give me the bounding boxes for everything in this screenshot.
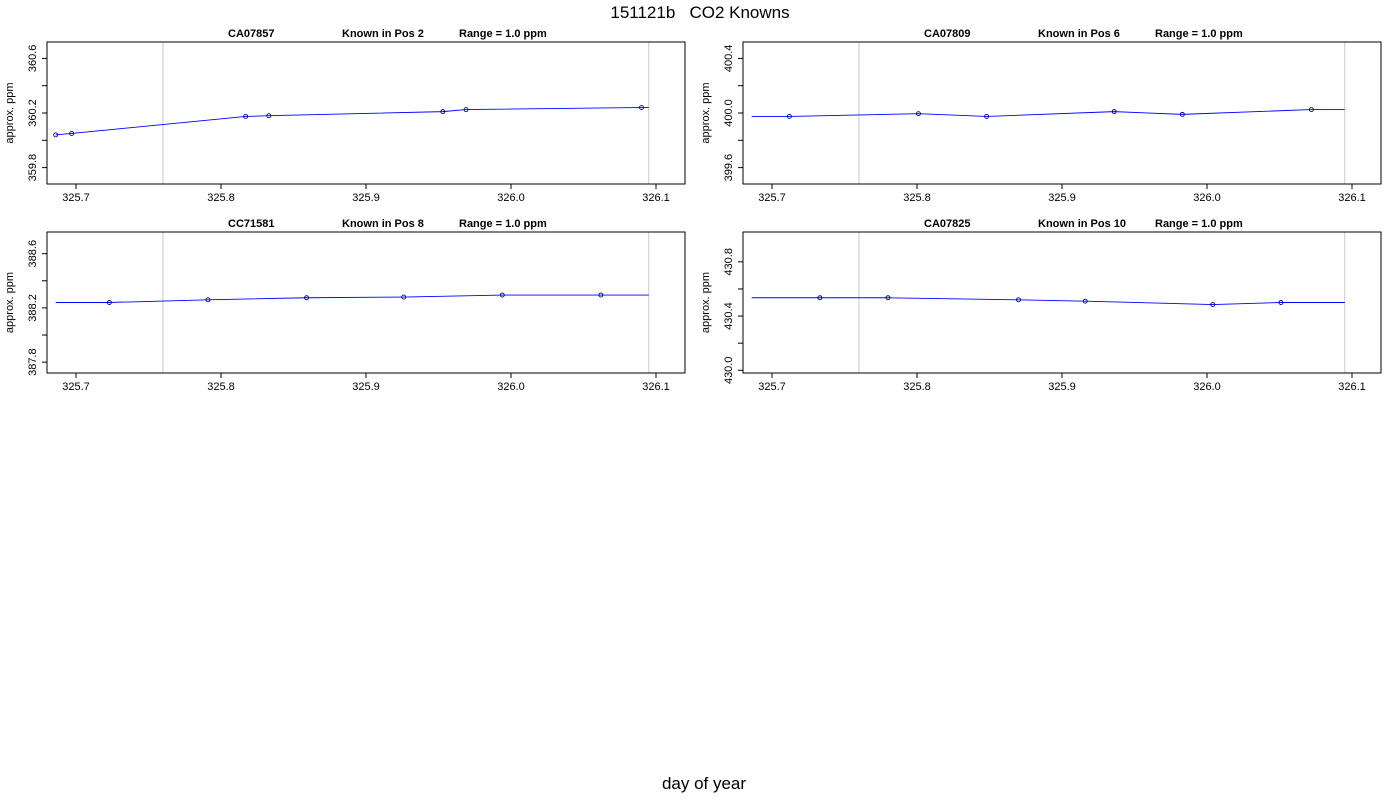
y-axis-label: approx. ppm <box>4 272 16 333</box>
data-point <box>69 131 75 136</box>
data-point <box>1210 302 1216 307</box>
chart-panel-1: CA07857 Known in Pos 2 Range = 1.0 ppm appr… <box>4 28 686 204</box>
panel-title-part: Range = 1.0 ppm <box>1155 218 1243 230</box>
data-point <box>499 292 505 298</box>
x-tick-label: 325.7 <box>758 381 786 393</box>
x-tick-label: 325.7 <box>62 381 90 393</box>
panel-title-part: CA07825 <box>924 218 970 230</box>
data-point <box>106 300 112 305</box>
plot-frame <box>46 231 686 374</box>
panel-title: CA07857 Known in Pos 2 Range = 1.0 ppm <box>228 28 547 40</box>
data-point <box>1111 109 1117 115</box>
x-tick-label: 326.1 <box>642 381 670 393</box>
panel-title-part: Known in Pos 8 <box>342 218 424 230</box>
panel-title-part: Known in Pos 2 <box>342 28 424 40</box>
chart-panel-4: CA07825 Known in Pos 10 Range = 1.0 ppm app… <box>700 218 1382 393</box>
y-tick-label: 387.8 <box>27 348 39 376</box>
y-axis-label: approx. ppm <box>700 272 712 333</box>
data-point <box>598 292 604 298</box>
y-axis-label: approx. ppm <box>4 82 16 143</box>
y-tick-label: 400.0 <box>723 99 735 127</box>
data-point <box>1278 300 1284 305</box>
chart-panel-2: CA07809 Known in Pos 6 Range = 1.0 ppm appr… <box>700 28 1382 204</box>
y-tick-label: 430.8 <box>723 248 735 276</box>
data-point <box>243 113 249 119</box>
panel-title-part: Known in Pos 6 <box>1038 28 1120 40</box>
data-point <box>639 105 644 110</box>
x-tick-label: 326.1 <box>642 192 670 204</box>
plot-frame <box>742 41 1382 185</box>
panel-title-part: Range = 1.0 ppm <box>1155 28 1243 40</box>
data-point <box>440 109 446 115</box>
data-point <box>916 111 921 117</box>
chart-panel-3: CC71581 Known in Pos 8 Range = 1.0 ppm appr… <box>4 218 686 393</box>
data-point <box>205 297 211 303</box>
x-tick-label: 326.0 <box>497 192 525 204</box>
panel-title: CA07825 Known in Pos 10 Range = 1.0 ppm <box>924 218 1243 230</box>
y-axis-label: approx. ppm <box>700 82 712 143</box>
x-tick-label: 325.8 <box>207 192 235 204</box>
series-line <box>751 109 1345 117</box>
x-axis-label: day of year <box>661 774 747 793</box>
y-tick-label: 359.8 <box>27 154 39 182</box>
panel-title-part: Range = 1.0 ppm <box>459 28 547 40</box>
y-tick-label: 430.4 <box>723 302 735 330</box>
panel-title-part: CA07809 <box>924 28 970 40</box>
x-tick-label: 325.8 <box>903 192 931 204</box>
data-point <box>463 107 469 113</box>
x-tick-label: 326.0 <box>1193 381 1221 393</box>
series-line <box>751 297 1345 305</box>
series-line <box>55 107 649 136</box>
x-tick-label: 326.1 <box>1338 192 1366 204</box>
y-tick-label: 400.4 <box>723 45 735 73</box>
data-point <box>53 132 59 138</box>
data-point <box>1308 107 1314 113</box>
data-point <box>817 295 823 301</box>
x-tick-label: 325.7 <box>62 192 90 204</box>
data-point <box>984 113 990 119</box>
y-tick-label: 430.0 <box>723 357 735 385</box>
x-tick-label: 325.9 <box>352 381 380 393</box>
panel-title: CA07809 Known in Pos 6 Range = 1.0 ppm <box>924 28 1243 40</box>
y-tick-label: 388.6 <box>27 240 39 268</box>
x-tick-label: 325.9 <box>1048 192 1076 204</box>
page-title: 151121b CO2 Knowns <box>610 3 790 22</box>
data-point <box>1016 297 1021 303</box>
data-point <box>885 295 891 301</box>
series-line <box>55 294 649 303</box>
x-tick-label: 325.9 <box>352 192 380 204</box>
panel-title-part: Range = 1.0 ppm <box>459 218 547 230</box>
panel-title: CC71581 Known in Pos 8 Range = 1.0 ppm <box>228 218 547 230</box>
x-tick-label: 326.0 <box>1193 192 1221 204</box>
y-tick-label: 360.2 <box>27 99 39 127</box>
data-point <box>401 294 407 300</box>
x-tick-label: 325.7 <box>758 192 786 204</box>
data-point <box>786 113 792 119</box>
x-tick-label: 325.8 <box>903 381 931 393</box>
y-tick-label: 388.2 <box>27 294 39 322</box>
data-point <box>266 113 272 119</box>
panel-title-part: Known in Pos 10 <box>1038 218 1126 230</box>
x-tick-label: 325.8 <box>207 381 235 393</box>
x-tick-label: 326.1 <box>1338 381 1366 393</box>
panel-title-part: CA07857 <box>228 28 274 40</box>
data-point <box>1179 111 1185 117</box>
x-tick-label: 325.9 <box>1048 381 1076 393</box>
x-tick-label: 326.0 <box>497 381 525 393</box>
panel-title-part: CC71581 <box>228 218 274 230</box>
y-tick-label: 360.6 <box>27 45 39 73</box>
data-point <box>1082 298 1088 304</box>
data-point <box>304 295 309 301</box>
y-tick-label: 399.6 <box>723 154 735 182</box>
